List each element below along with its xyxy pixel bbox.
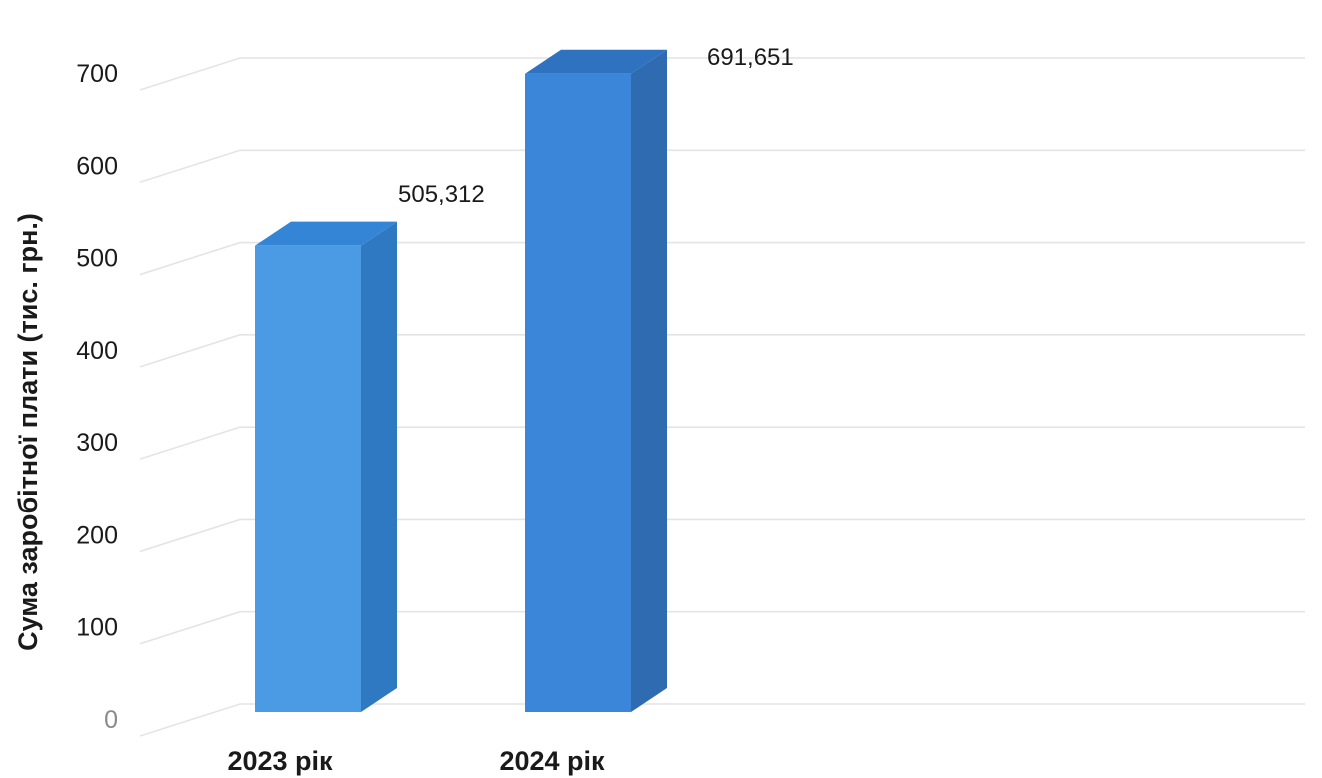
bar	[255, 221, 397, 713]
bars	[255, 49, 667, 713]
y-tick-label: 0	[104, 706, 118, 734]
x-axis-categories: 2023 рік 2024 рік	[227, 746, 605, 776]
grid-lines	[139, 57, 1305, 737]
bar-top	[525, 49, 667, 74]
data-label: 691,651	[707, 44, 794, 71]
data-labels: 505,312 691,651	[398, 44, 794, 208]
y-axis-title: Сума заробітної плати (тис. грн.)	[13, 213, 43, 651]
grid-line	[139, 703, 1305, 737]
y-tick-label: 300	[76, 429, 118, 457]
bar-top	[255, 221, 397, 246]
bar-side	[361, 221, 397, 713]
y-axis-ticks: 0 100 200 300 400 500 600 700	[76, 60, 118, 734]
y-tick-label: 700	[76, 60, 118, 88]
y-tick-label: 100	[76, 614, 118, 642]
x-category-label: 2023 рік	[227, 746, 333, 776]
grid-line	[139, 518, 1305, 553]
data-label: 505,312	[398, 181, 485, 208]
y-tick-label: 400	[76, 337, 118, 365]
grid-line	[139, 426, 1305, 460]
grid-line	[139, 57, 1305, 91]
x-category-label: 2024 рік	[499, 746, 605, 776]
bar-front	[255, 245, 361, 713]
grid-line	[139, 610, 1305, 645]
bar-side	[631, 49, 667, 712]
grid-line	[139, 149, 1305, 184]
grid-line	[139, 241, 1305, 276]
bar	[525, 49, 667, 712]
y-tick-label: 600	[76, 152, 118, 180]
y-tick-label: 500	[76, 245, 118, 273]
y-tick-label: 200	[76, 521, 118, 549]
grid-line	[139, 334, 1305, 368]
bar-front	[525, 73, 631, 712]
